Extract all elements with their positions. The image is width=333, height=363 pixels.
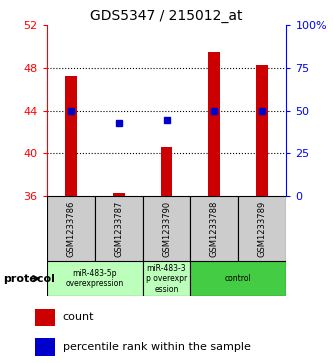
- Text: GSM1233786: GSM1233786: [66, 200, 75, 257]
- Bar: [95, 196, 143, 261]
- Text: miR-483-3
p overexpr
ession: miR-483-3 p overexpr ession: [146, 264, 187, 294]
- Bar: [47, 196, 95, 261]
- Bar: [47, 261, 143, 296]
- Bar: [190, 261, 286, 296]
- Text: count: count: [63, 312, 94, 322]
- Text: control: control: [225, 274, 252, 283]
- Bar: [190, 196, 238, 261]
- Bar: [256, 65, 268, 196]
- Text: GSM1233787: GSM1233787: [114, 200, 123, 257]
- Bar: [35, 309, 55, 326]
- Bar: [143, 261, 190, 296]
- Text: GSM1233790: GSM1233790: [162, 201, 171, 257]
- Text: GSM1233788: GSM1233788: [210, 200, 219, 257]
- Bar: [143, 196, 190, 261]
- Text: percentile rank within the sample: percentile rank within the sample: [63, 342, 251, 352]
- Bar: [208, 52, 220, 196]
- Bar: [35, 338, 55, 356]
- Text: GDS5347 / 215012_at: GDS5347 / 215012_at: [90, 9, 243, 23]
- Bar: [113, 193, 125, 196]
- Bar: [161, 147, 172, 196]
- Bar: [65, 76, 77, 196]
- Text: protocol: protocol: [3, 274, 55, 284]
- Bar: [238, 196, 286, 261]
- Text: GSM1233789: GSM1233789: [258, 201, 267, 257]
- Text: miR-483-5p
overexpression: miR-483-5p overexpression: [66, 269, 124, 288]
